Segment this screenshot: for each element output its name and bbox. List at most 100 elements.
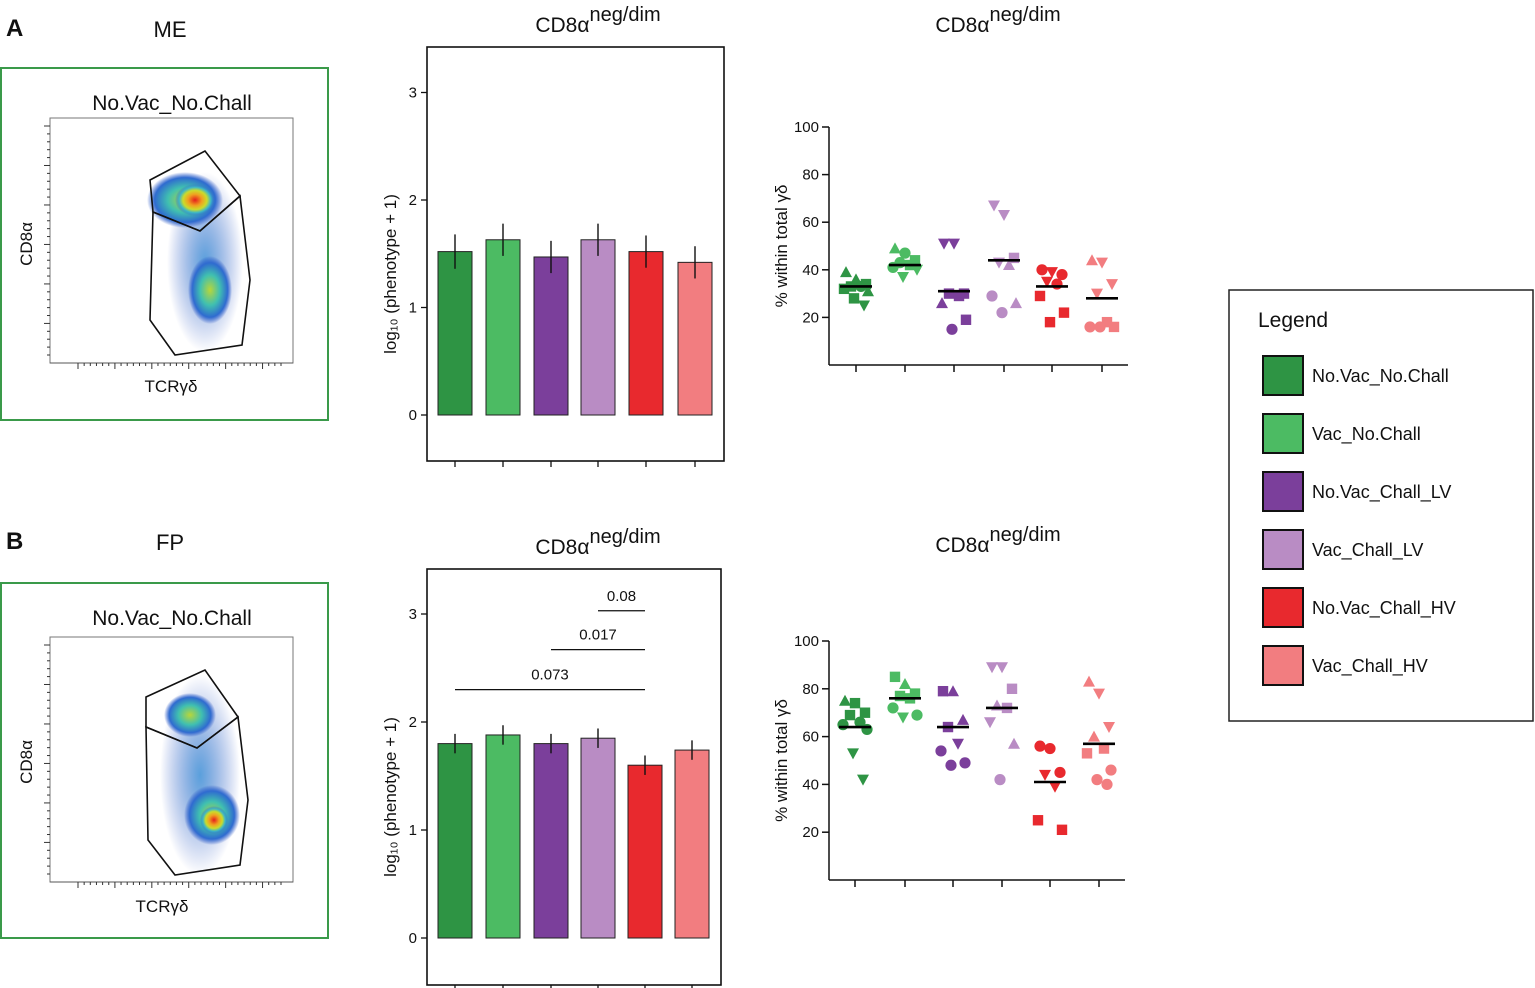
b-dot-group-1-point bbox=[859, 707, 871, 718]
a-dot-ylabel: % within total γδ bbox=[772, 185, 791, 308]
a-dot-group-3-point bbox=[938, 238, 950, 250]
a-dot-group-6-point bbox=[1101, 316, 1113, 328]
a-dot-group-6-point bbox=[1091, 288, 1103, 300]
a-dot-group-5-point bbox=[1034, 290, 1046, 302]
legend-swatch-6 bbox=[1262, 645, 1304, 686]
b-dot-group-4-point bbox=[984, 717, 996, 729]
b-dot-group-2-point bbox=[894, 690, 906, 702]
b-dot-group-6-point bbox=[1083, 675, 1095, 687]
legend-label-2: Vac_No.Chall bbox=[1312, 424, 1421, 445]
bar-chart-b: CD8αneg/dim 0 1 2 3 log₁₀ (phenotype + 1) 0.08… bbox=[381, 526, 722, 988]
b-bar-bracket-label-3: 0.073 bbox=[531, 667, 569, 684]
b-dot-title: CD8αneg/dim bbox=[935, 524, 1060, 557]
b-dot-group-2-point bbox=[889, 671, 901, 683]
a-dot-group-2-point bbox=[899, 247, 911, 259]
a-bar-bar-5 bbox=[628, 251, 664, 416]
b-dot-group-6-point bbox=[1091, 774, 1103, 786]
a-dot-group-5-point bbox=[1046, 267, 1058, 279]
b-dot-title-sup: neg/dim bbox=[990, 524, 1061, 546]
b-dot-group-5-point bbox=[1054, 766, 1066, 779]
a-bar-bar-1 bbox=[437, 251, 473, 416]
flow-plot-a-ylabel: CD8α bbox=[17, 222, 36, 266]
b-dot-group-4-point bbox=[996, 662, 1008, 674]
b-dot-group-1-point bbox=[857, 774, 869, 786]
legend-title: Legend bbox=[1258, 309, 1328, 332]
a-dot-group-1-point bbox=[848, 293, 860, 304]
b-dot-group-2-point bbox=[887, 702, 899, 714]
legend-swatch-3 bbox=[1262, 471, 1304, 512]
a-bar-title: CD8αneg/dim bbox=[535, 4, 660, 37]
a-dot-group-1-point bbox=[838, 283, 850, 295]
a-bar-title-sup: neg/dim bbox=[590, 4, 661, 26]
flow-plot-a: No.Vac_No.Chall TCRγδ CD8α bbox=[0, 67, 329, 421]
a-dot-group-6-point bbox=[1094, 321, 1106, 333]
a-bar-ytick-label: 1 bbox=[409, 300, 417, 317]
b-dot-ytick-label: 40 bbox=[802, 776, 819, 793]
legend-label-3: No.Vac_Chall_LV bbox=[1312, 482, 1451, 503]
a-dot-group-5-point bbox=[1036, 264, 1048, 276]
b-dot-group-3-point bbox=[957, 713, 969, 725]
a-dot-ytick-label: 20 bbox=[802, 309, 819, 326]
flow-plot-a-xlabel: TCRγδ bbox=[145, 377, 198, 396]
b-dot-group-1-point bbox=[844, 709, 856, 721]
flow-plot-b-frame bbox=[0, 582, 329, 939]
b-dot-group-1-point bbox=[837, 719, 849, 731]
bar-chart-a: CD8αneg/dim 0 1 2 3 log₁₀ (phenotype + 1) bbox=[381, 4, 725, 467]
flow-plot-a-title: No.Vac_No.Chall bbox=[92, 92, 252, 115]
a-dot-title-main: CD8α bbox=[935, 14, 989, 37]
a-dot-ytick-label: 60 bbox=[802, 214, 819, 231]
a-dot-group-2-point bbox=[911, 264, 923, 276]
a-dot-group-1-point bbox=[858, 300, 870, 312]
dot-plot-a: CD8αneg/dim 20 40 60 80 100 % within total γδ bbox=[772, 4, 1128, 372]
a-dot-ytick-label: 100 bbox=[794, 119, 819, 136]
b-dot-group-2-point bbox=[899, 678, 911, 690]
panel-b-tissue-label: FP bbox=[156, 530, 184, 555]
a-dot-group-5-point bbox=[1044, 316, 1056, 328]
a-bar-bar-2 bbox=[485, 239, 521, 416]
b-dot-group-6-point bbox=[1088, 730, 1100, 742]
flow-plot-b: No.Vac_No.Chall TCRγδ CD8α bbox=[0, 582, 329, 939]
a-dot-title: CD8αneg/dim bbox=[935, 4, 1060, 37]
b-bar-bar-6 bbox=[674, 749, 710, 939]
legend-label-1: No.Vac_No.Chall bbox=[1312, 366, 1449, 387]
a-bar-frame bbox=[426, 46, 725, 462]
a-dot-group-1-point bbox=[862, 285, 874, 297]
a-dot-group-4-point bbox=[996, 307, 1008, 319]
flow-plot-b-density bbox=[160, 675, 240, 875]
a-dot-group-3-point bbox=[953, 290, 965, 302]
b-bar-ylabel: log₁₀ (phenotype + 1) bbox=[381, 717, 400, 877]
b-dot-group-4-point bbox=[1006, 683, 1018, 694]
flow-plot-a-density bbox=[147, 172, 243, 352]
a-bar-title-main: CD8α bbox=[535, 14, 589, 37]
b-dot-group-4-point bbox=[994, 774, 1006, 786]
b-bar-title-sup: neg/dim bbox=[590, 526, 661, 548]
b-dot-group-6-point bbox=[1105, 764, 1117, 776]
b-dot-group-3-point bbox=[935, 745, 947, 757]
panel-a-letter: A bbox=[6, 15, 23, 42]
a-bar-bar-3 bbox=[533, 256, 569, 416]
a-bar-bar-6 bbox=[677, 261, 713, 416]
dot-plot-b: CD8αneg/dim 20 40 60 80 100 % within total γδ bbox=[772, 524, 1125, 887]
a-dot-group-6-point bbox=[1096, 257, 1108, 269]
a-dot-group-5-point bbox=[1051, 278, 1063, 290]
legend-items: No.Vac_No.Chall Vac_No.Chall No.Vac_Chall_… bbox=[1262, 355, 1456, 686]
b-dot-group-1-point bbox=[839, 694, 851, 706]
b-bar-bracket-label-2: 0.017 bbox=[579, 627, 617, 644]
b-bar-bar-2 bbox=[485, 734, 521, 939]
panel-b: B FP No.Vac_No.Chall TCRγδ CD8α bbox=[0, 528, 329, 939]
flow-plot-a-frame bbox=[0, 67, 329, 421]
b-bar-frame bbox=[426, 568, 722, 986]
b-bar-title: CD8αneg/dim bbox=[535, 526, 660, 559]
legend-label-6: Vac_Chall_HV bbox=[1312, 656, 1428, 677]
b-dot-group-5-point bbox=[1039, 769, 1051, 781]
flow-plot-b-ylabel: CD8α bbox=[17, 740, 36, 784]
b-dot-group-6-point bbox=[1103, 722, 1115, 734]
legend-swatch-1 bbox=[1262, 355, 1304, 396]
legend: Legend No.Vac_No.ChallVac_No.ChallNo.Vac… bbox=[1228, 289, 1534, 722]
b-dot-group-6-point bbox=[1081, 748, 1093, 759]
a-bar-ytick-label: 0 bbox=[409, 407, 417, 424]
b-dot-group-3-point bbox=[947, 685, 959, 697]
a-dot-group-2-point bbox=[887, 261, 899, 274]
b-dot-ytick-label: 100 bbox=[794, 633, 819, 650]
